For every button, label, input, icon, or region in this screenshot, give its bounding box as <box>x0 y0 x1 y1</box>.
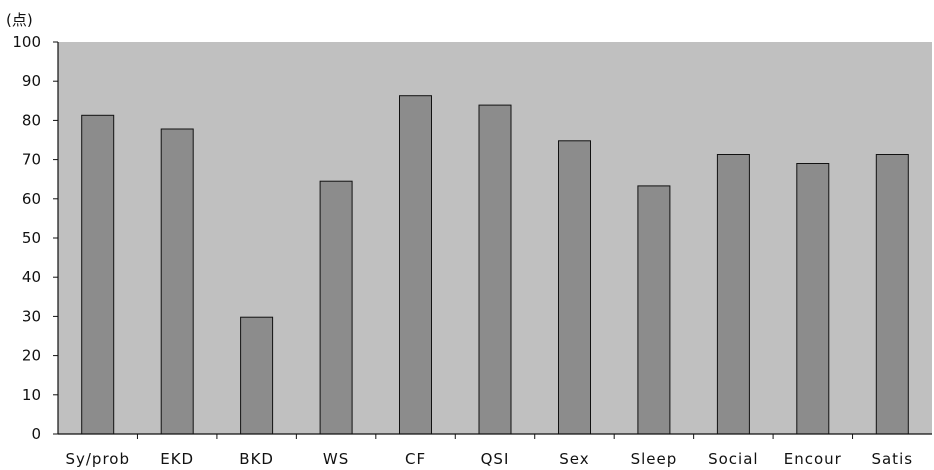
bar-sy-prob <box>81 114 115 435</box>
y-tick-label: 0 <box>31 425 41 443</box>
y-unit-label: (点) <box>6 11 33 29</box>
y-tick-label: 50 <box>22 229 41 247</box>
x-category-label: QSI <box>481 450 510 468</box>
x-category-label: Satis <box>871 450 913 468</box>
x-ticks-group: Sy/prob EKD BKD WS CF QSI Sex Sleep Social Encour… <box>65 434 913 468</box>
bar-qsi <box>478 104 512 435</box>
bar-cf <box>399 95 432 435</box>
bar-ekd <box>160 128 194 435</box>
bar-social <box>716 154 750 435</box>
bar-encour <box>796 163 830 435</box>
x-category-label: WS <box>323 450 349 468</box>
x-category-label: Encour <box>784 450 842 468</box>
x-category-label: CF <box>405 450 426 468</box>
y-tick-label: 10 <box>22 386 41 404</box>
y-tick-label: 20 <box>22 347 41 365</box>
bars-group <box>81 95 909 435</box>
x-category-label: Sy/prob <box>65 450 130 468</box>
bar-satis <box>875 154 909 435</box>
y-tick-label: 60 <box>22 190 41 208</box>
x-category-label: EKD <box>160 450 194 468</box>
x-category-label: Social <box>708 450 758 468</box>
bar-sex <box>558 140 591 435</box>
y-tick-label: 90 <box>22 72 41 90</box>
bar-sleep <box>637 185 671 435</box>
y-tick-label: 30 <box>22 307 41 325</box>
x-category-label: Sex <box>559 450 589 468</box>
x-category-label: BKD <box>239 450 274 468</box>
y-tick-label: 40 <box>22 268 41 286</box>
y-tick-label: 70 <box>22 151 41 169</box>
x-category-label: Sleep <box>631 450 678 468</box>
y-ticks-group: 0 10 20 30 40 50 60 70 80 90 100 <box>12 33 58 443</box>
bar-bkd <box>240 316 274 435</box>
bar-ws <box>319 180 353 435</box>
y-tick-label: 80 <box>22 111 41 129</box>
y-tick-label: 100 <box>12 33 41 51</box>
